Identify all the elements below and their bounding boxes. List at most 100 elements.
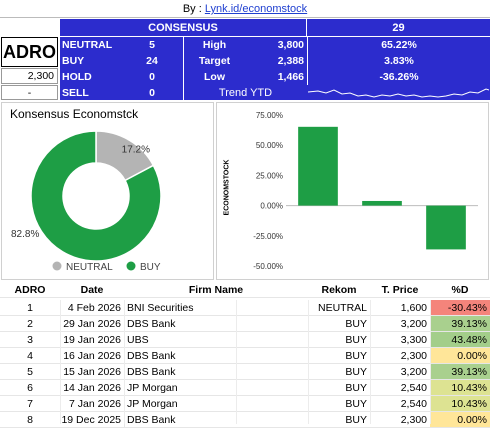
table-gridline: [60, 300, 61, 424]
cell-no: 3: [0, 332, 60, 348]
pie-slice-buy: [30, 130, 162, 262]
cell-no: 2: [0, 316, 60, 332]
top-bar: By : Lynk.id/economstock: [0, 0, 490, 18]
table-gridline: [430, 300, 431, 424]
consensus-total: 29: [306, 19, 490, 36]
consensus-label: CONSENSUS: [60, 19, 306, 36]
rec-count-buy: 24: [146, 55, 158, 67]
column-header-date[interactable]: Date: [60, 282, 124, 298]
cell-rekom: BUY: [308, 316, 370, 332]
column-header-firm[interactable]: Firm Name: [124, 282, 308, 298]
target-pct-high: 65.22%: [307, 37, 490, 53]
cell-no: 6: [0, 380, 60, 396]
bar-high: [298, 126, 338, 206]
table-row[interactable]: 4 16 Jan 2026 DBS Bank BUY 2,300 0.00%: [0, 348, 490, 364]
cell-firm: DBS Bank: [124, 364, 308, 380]
cell-no: 8: [0, 412, 60, 428]
rec-label-hold: HOLD: [62, 71, 92, 83]
target-label-target: Target: [183, 53, 245, 69]
target-value-high: 3,800: [277, 39, 304, 51]
cell-date: 19 Jan 2026: [60, 332, 124, 348]
target-value-low: 1,466: [277, 71, 304, 83]
table-gridline: [124, 300, 125, 424]
y-tick-label: 75.00%: [256, 111, 283, 120]
consensus-body: [60, 37, 490, 100]
table-row[interactable]: 5 15 Jan 2026 DBS Bank BUY 3,200 39.13%: [0, 364, 490, 380]
rec-count-neutral: 5: [149, 39, 155, 51]
cell-firm: JP Morgan: [124, 380, 308, 396]
lynk-link[interactable]: Lynk.id/economstock: [204, 3, 308, 15]
column-header-pct[interactable]: %D: [430, 282, 490, 298]
y-tick-label: -50.00%: [253, 262, 283, 271]
y-tick-label: -25.00%: [253, 232, 283, 241]
y-tick-label: 0.00%: [260, 202, 283, 211]
price-change: -: [1, 85, 58, 100]
by-label: By :: [182, 3, 205, 15]
cell-rekom: NEUTRAL: [308, 300, 370, 316]
cell-tprice: 2,540: [370, 380, 430, 396]
legend-label-buy: BUY: [140, 262, 161, 273]
cell-tprice: 2,540: [370, 396, 430, 412]
rec-count-hold: 0: [149, 71, 155, 83]
table-row[interactable]: 8 19 Dec 2025 DBS Bank BUY 2,300 0.00%: [0, 412, 490, 428]
cell-firm: DBS Bank: [124, 412, 308, 428]
table-row[interactable]: 2 29 Jan 2026 DBS Bank BUY 3,200 39.13%: [0, 316, 490, 332]
legend-marker-buy: [126, 261, 136, 271]
cell-no: 4: [0, 348, 60, 364]
cell-pct: 0.00%: [430, 348, 490, 364]
cell-pct: 10.43%: [430, 380, 490, 396]
legend-marker-neutral: [52, 261, 62, 271]
cell-pct: -30.43%: [430, 300, 490, 316]
cell-rekom: BUY: [308, 348, 370, 364]
target-label-low: Low: [183, 69, 245, 85]
table-row[interactable]: 3 19 Jan 2026 UBS BUY 3,300 43.48%: [0, 332, 490, 348]
rec-label-neutral: NEUTRAL: [62, 39, 113, 51]
rec-count-sell: 0: [149, 86, 155, 99]
pie-chart-title: Konsensus Economstck: [10, 107, 139, 121]
legend-label-neutral: NEUTRAL: [66, 262, 113, 273]
cell-rekom: BUY: [308, 332, 370, 348]
cell-tprice: 2,300: [370, 348, 430, 364]
cell-pct: 10.43%: [430, 396, 490, 412]
cell-pct: 39.13%: [430, 316, 490, 332]
column-header-no[interactable]: ADRO: [0, 282, 60, 298]
cell-date: 19 Dec 2025: [60, 412, 124, 428]
pie-label-buy: 82.8%: [11, 229, 39, 240]
pie-chart: 17.2% 82.8% NEUTRAL BUY: [11, 130, 162, 273]
cell-pct: 39.13%: [430, 364, 490, 380]
cell-date: 29 Jan 2026: [60, 316, 124, 332]
cell-pct: 43.48%: [430, 332, 490, 348]
target-value-target: 2,388: [277, 55, 304, 67]
cell-tprice: 3,200: [370, 316, 430, 332]
cell-no: 7: [0, 396, 60, 412]
y-tick-label: 25.00%: [256, 171, 283, 180]
bar-chart-panel: [216, 102, 489, 280]
table-header: ADRO Date Firm Name Rekom T. Price %D: [0, 282, 490, 298]
cell-no: 5: [0, 364, 60, 380]
cell-rekom: BUY: [308, 364, 370, 380]
cell-tprice: 3,300: [370, 332, 430, 348]
cell-firm: DBS Bank: [124, 348, 308, 364]
cell-tprice: 1,600: [370, 300, 430, 316]
bar-chart: 75.00% 50.00% 25.00% 0.00% -25.00% -50.00%: [253, 111, 478, 271]
table-gridline: [370, 300, 371, 424]
cell-date: 14 Jan 2026: [60, 380, 124, 396]
cell-rekom: BUY: [308, 412, 370, 428]
cell-firm: DBS Bank: [124, 316, 308, 332]
cell-date: 7 Jan 2026: [60, 396, 124, 412]
cell-firm: JP Morgan: [124, 396, 308, 412]
last-price: 2,300: [1, 68, 58, 84]
cell-date: 15 Jan 2026: [60, 364, 124, 380]
trend-sparkline: [308, 88, 489, 98]
bar-target: [362, 200, 402, 206]
table-row[interactable]: 6 14 Jan 2026 JP Morgan BUY 2,540 10.43%: [0, 380, 490, 396]
ticker-symbol: ADRO: [1, 37, 58, 67]
cell-date: 4 Feb 2026: [60, 300, 124, 316]
target-label-high: High: [183, 37, 245, 53]
cell-rekom: BUY: [308, 396, 370, 412]
bar-low: [426, 205, 466, 250]
column-header-rekom[interactable]: Rekom: [308, 282, 370, 298]
column-header-tprice[interactable]: T. Price: [370, 282, 430, 298]
